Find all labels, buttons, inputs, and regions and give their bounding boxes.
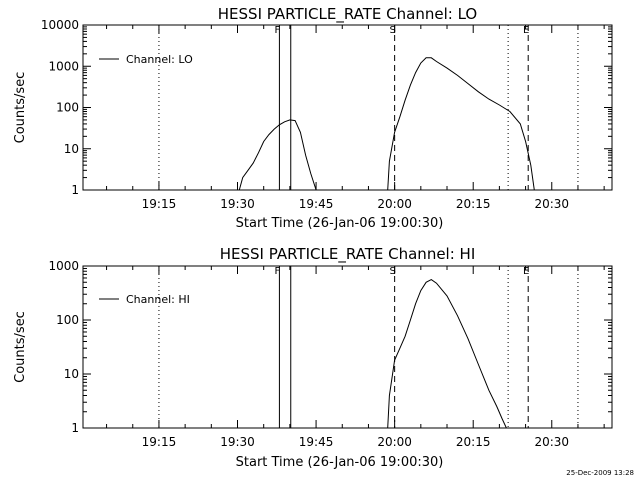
legend-label: Channel: LO — [126, 53, 193, 66]
x-tick-label: 19:15 — [142, 197, 177, 211]
x-axis-label: Start Time (26-Jan-06 19:00:30) — [236, 216, 444, 231]
x-tick-label: 20:30 — [534, 435, 569, 449]
x-tick-label: 19:45 — [299, 435, 334, 449]
x-tick-label: 20:15 — [456, 435, 491, 449]
y-axis-label: Counts/sec — [13, 311, 28, 383]
y-tick-label: 10 — [64, 142, 79, 156]
panel-lo: HESSI PARTICLE_RATE Channel: LOF S E 1 10 100… — [13, 5, 613, 231]
x-tick-label: 20:00 — [377, 435, 412, 449]
series-line — [238, 119, 317, 191]
series-line — [387, 279, 507, 429]
x-tick-label: 20:00 — [377, 197, 412, 211]
series-line — [387, 57, 535, 191]
x-tick-label: 19:30 — [220, 435, 255, 449]
y-tick-label: 1 — [71, 183, 79, 197]
x-tick-label: 20:15 — [456, 197, 491, 211]
y-tick-label: 1000 — [48, 259, 79, 273]
y-tick-label: 1000 — [48, 59, 79, 73]
y-tick-label: 10 — [64, 367, 79, 381]
y-tick-label: 1 — [71, 421, 79, 435]
event-marker-label: S — [389, 266, 395, 277]
panel-hi: HESSI PARTICLE_RATE Channel: HI F S E 1 10 100… — [13, 245, 613, 470]
y-tick-label: 10000 — [41, 18, 79, 32]
x-tick-label: 19:15 — [142, 435, 177, 449]
x-tick-label: 19:30 — [220, 197, 255, 211]
x-tick-label: 19:45 — [299, 197, 334, 211]
y-axis-label: Counts/sec — [13, 72, 28, 144]
x-tick-label: 20:30 — [534, 197, 569, 211]
x-axis-label: Start Time (26-Jan-06 19:00:30) — [236, 455, 444, 470]
event-marker-label: E — [523, 266, 529, 277]
event-marker-label: F — [275, 25, 281, 36]
event-marker-label: F — [275, 266, 281, 277]
legend-label: Channel: HI — [126, 293, 190, 306]
event-marker-label: S — [389, 25, 395, 36]
timestamp-stamp: 25-Dec-2009 13:28 — [566, 469, 634, 477]
chart-title: HESSI PARTICLE_RATE Channel: HI — [220, 245, 476, 264]
y-tick-label: 100 — [56, 313, 79, 327]
chart-title: HESSI PARTICLE_RATE Channel: LO — [218, 5, 477, 24]
plot-frame — [82, 24, 613, 191]
event-marker-label: E — [523, 25, 529, 36]
y-tick-label: 100 — [56, 101, 79, 115]
plot-frame — [82, 265, 613, 429]
